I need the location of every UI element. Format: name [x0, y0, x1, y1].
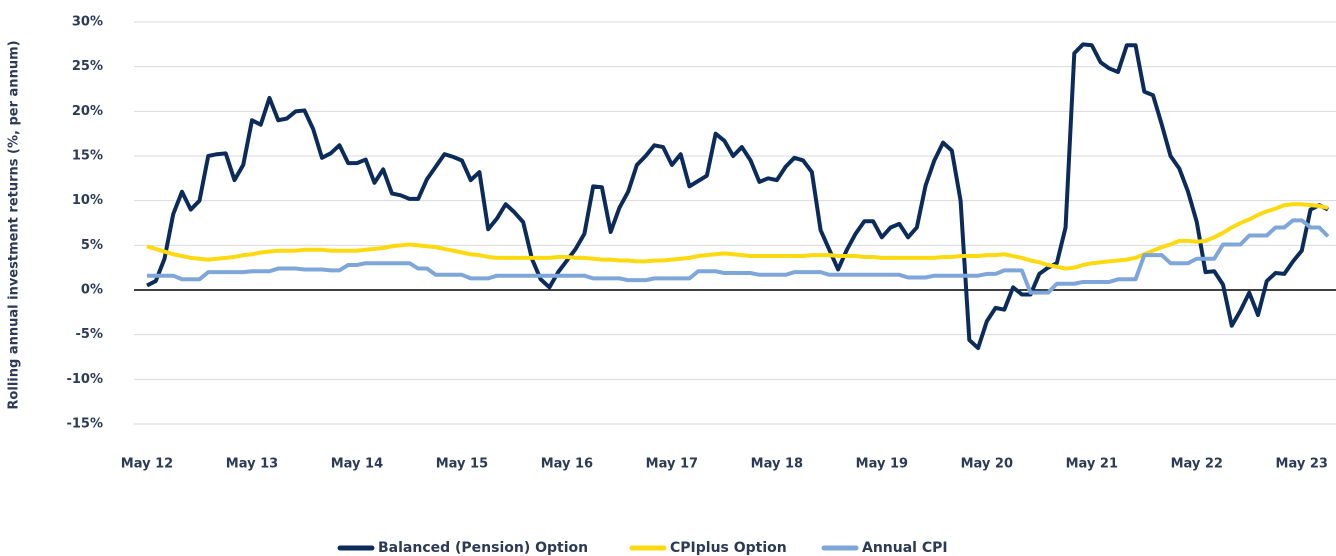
x-tick-label: May 22 — [1171, 457, 1223, 472]
y-axis-title: Rolling annual investment returns (%, pe… — [7, 40, 22, 409]
x-tick-label: May 15 — [436, 457, 488, 472]
series-line — [146, 202, 1329, 271]
y-tick-label: 5% — [81, 238, 103, 253]
legend-label: Balanced (Pension) Option — [378, 540, 588, 556]
x-tick-label: May 14 — [331, 457, 383, 472]
x-tick-label: May 17 — [646, 457, 698, 472]
x-tick-label: May 13 — [226, 457, 278, 472]
y-tick-label: 20% — [72, 104, 103, 119]
legend-label: CPIplus Option — [670, 540, 787, 556]
y-tick-label: 30% — [72, 15, 103, 30]
y-tick-label: 15% — [72, 149, 103, 164]
x-tick-label: May 18 — [751, 457, 803, 472]
y-tick-label: -15% — [66, 417, 103, 432]
y-tick-label: -10% — [66, 372, 103, 387]
x-tick-label: May 21 — [1066, 457, 1118, 472]
y-tick-label: 25% — [72, 59, 103, 74]
x-tick-label: May 12 — [121, 457, 173, 472]
x-tick-label: May 20 — [961, 457, 1013, 472]
legend-label: Annual CPI — [862, 540, 948, 556]
x-tick-label: May 16 — [541, 457, 593, 472]
y-tick-label: 10% — [72, 193, 103, 208]
y-tick-label: -5% — [76, 327, 103, 342]
y-tick-label: 0% — [81, 283, 103, 298]
x-tick-label: May 23 — [1276, 457, 1328, 472]
x-tick-label: May 19 — [856, 457, 908, 472]
series-line — [146, 42, 1329, 351]
series-line — [147, 218, 1330, 295]
